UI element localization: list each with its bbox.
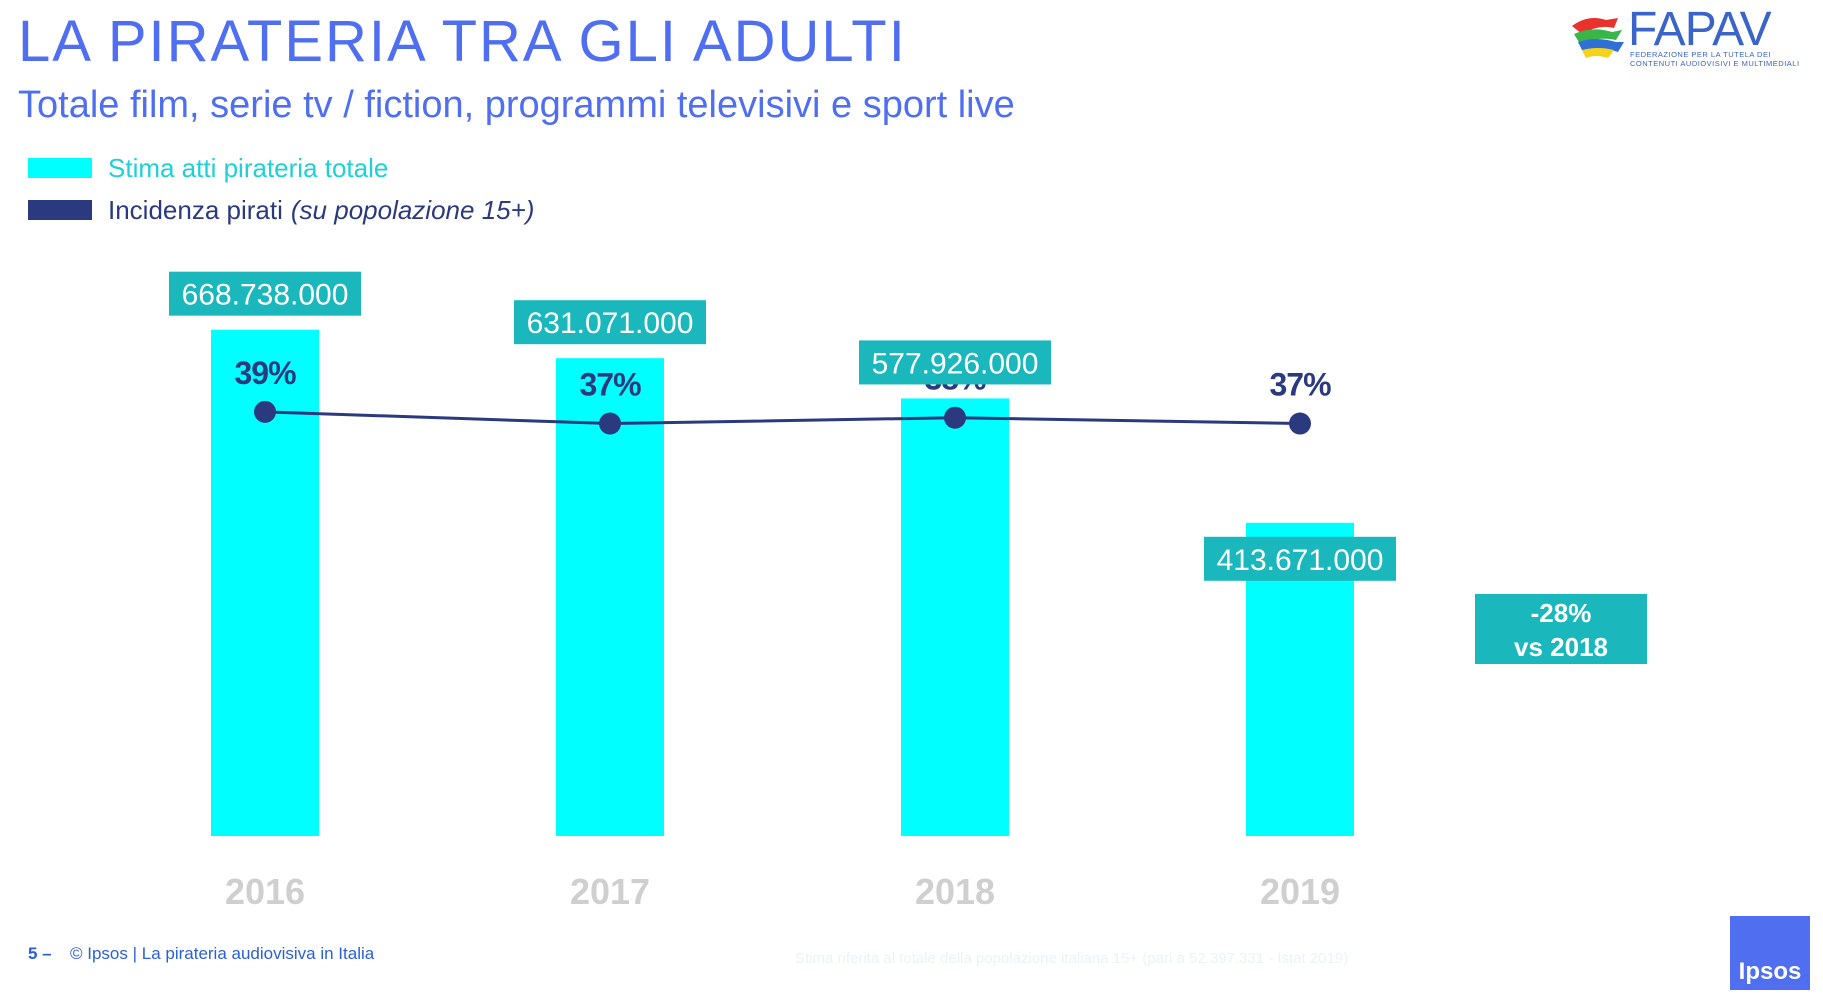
change-callout-value: -28% — [1531, 598, 1592, 628]
ipsos-logo: Ipsos — [1730, 916, 1810, 990]
bar-value-box-2017 — [514, 300, 706, 345]
line-value-label-2016: 39% — [234, 355, 296, 391]
footer-note: Stima riferita al totale della popolazio… — [795, 950, 1349, 967]
x-tick-label-2017: 2017 — [570, 871, 650, 912]
line-point-2016 — [254, 400, 276, 423]
bar-2017 — [556, 358, 664, 836]
page-subtitle: Totale film, serie tv / fiction, program… — [18, 84, 1015, 126]
line-incidenza — [264, 410, 1301, 426]
change-callout-ref: vs 2018 — [1514, 632, 1608, 662]
x-tick-label-2018: 2018 — [915, 871, 995, 912]
bar-value-label-2018: 577.926.000 — [872, 347, 1039, 380]
legend-swatch-line — [28, 200, 92, 220]
fapav-tagline: FEDERAZIONE PER LA TUTELA DEI CONTENUTI … — [1630, 50, 1800, 68]
bar-2018 — [901, 398, 1009, 836]
bar-value-label-2019: 413.671.000 — [1217, 544, 1384, 577]
bar-value-box-2018 — [859, 340, 1051, 385]
line-point-2019 — [1289, 412, 1311, 435]
fapav-emblem-icon — [1572, 18, 1624, 58]
legend-item-line: Incidenza pirati (su popolazione 15+) — [28, 190, 534, 230]
page-title: LA PIRATERIA TRA GLI ADULTI — [18, 9, 907, 74]
change-callout: -28% vs 2018 — [1475, 594, 1647, 664]
fapav-logo: FAPAV FEDERAZIONE PER LA TUTELA DEI CONT… — [1568, 3, 1818, 76]
x-tick-label-2019: 2019 — [1260, 871, 1340, 912]
line-point-2018 — [944, 406, 966, 429]
fapav-wordmark: FAPAV — [1628, 3, 1772, 56]
line-value-label-2019: 37% — [1269, 367, 1331, 403]
x-tick-label-2016: 2016 — [225, 871, 305, 912]
legend-label-line: Incidenza pirati — [108, 194, 283, 225]
bar-value-label-2016: 668.738.000 — [182, 279, 349, 312]
legend-swatch-bars — [28, 158, 92, 178]
bar-value-box-2019 — [1204, 536, 1396, 581]
page-number: 5 – — [28, 944, 52, 963]
line-point-2017 — [599, 412, 621, 435]
line-value-label-2017: 37% — [579, 367, 641, 403]
legend-item-bars: Stima atti pirateria totale — [28, 148, 388, 188]
bar-value-box-2016 — [169, 271, 361, 316]
footer-copyright: © Ipsos | La pirateria audiovisiva in It… — [70, 944, 375, 963]
bar-value-label-2017: 631.071.000 — [527, 307, 694, 340]
legend-label-line-note: (su popolazione 15+) — [290, 194, 535, 225]
change-callout-box — [1475, 594, 1647, 664]
legend-label-bars: Stima atti pirateria totale — [108, 152, 389, 183]
